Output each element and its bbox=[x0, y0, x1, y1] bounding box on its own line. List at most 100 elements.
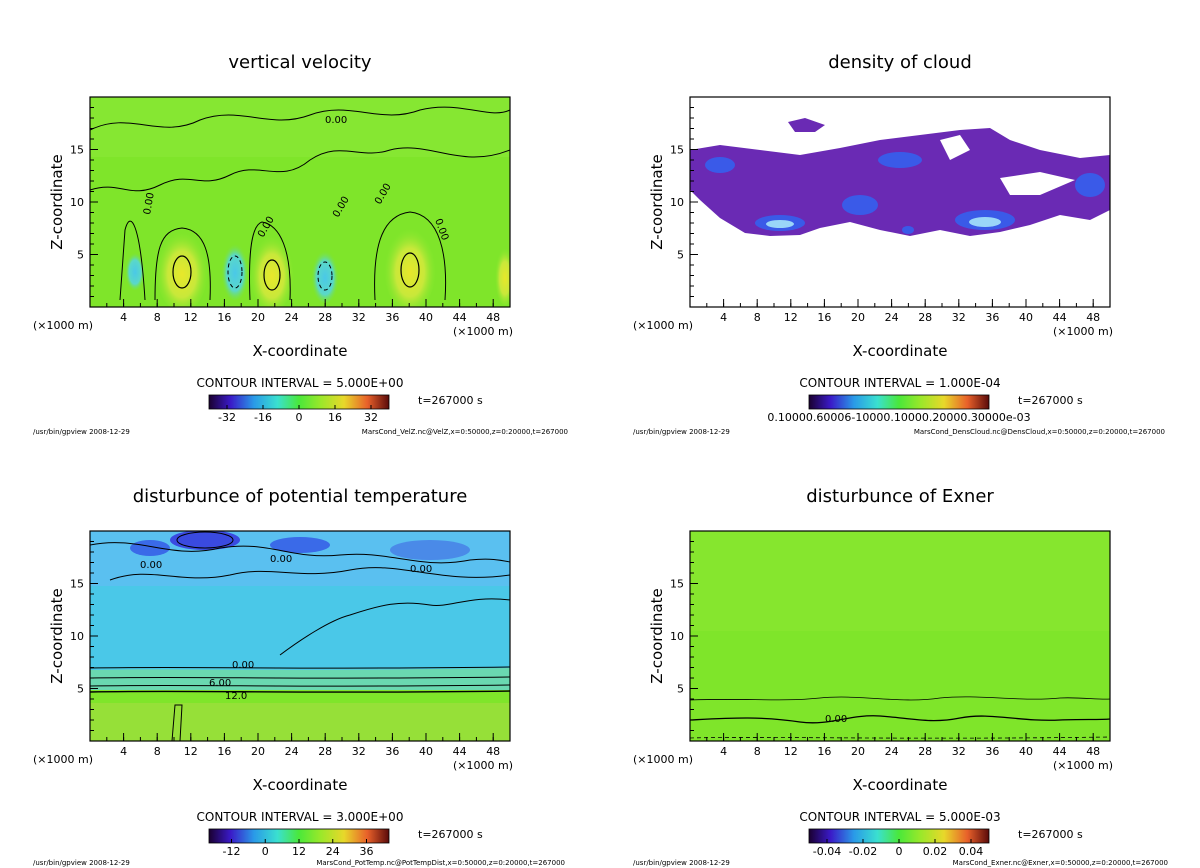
contour-line bbox=[249, 221, 291, 301]
x-axis-ticks: 4 8 12 16 20 24 28 32 36 40 44 48 bbox=[106, 299, 500, 324]
contour-label: 0.00 bbox=[232, 660, 254, 671]
y-axis-ticks: 5 10 15 bbox=[70, 541, 98, 731]
x-tick-label: 36 bbox=[985, 311, 999, 324]
time-label: t=267000 s bbox=[1018, 828, 1083, 841]
x-tick-label: 48 bbox=[1086, 745, 1100, 758]
contour-line bbox=[263, 259, 281, 291]
x-tick-label: 4 bbox=[720, 745, 727, 758]
x-tick-label: 24 bbox=[885, 311, 899, 324]
cold-core bbox=[170, 531, 240, 550]
contour-interval: CONTOUR INTERVAL = 3.000E+00 bbox=[197, 810, 404, 824]
x-tick-label: 20 bbox=[251, 311, 265, 324]
contour-label: 0.00 bbox=[142, 192, 157, 216]
plot-field bbox=[690, 97, 1110, 307]
panel-title: disturbunce of Exner bbox=[806, 486, 994, 507]
y-tick-label: 5 bbox=[677, 249, 684, 262]
contour-line bbox=[90, 147, 510, 192]
cold-core bbox=[270, 537, 330, 553]
x-tick-label: 48 bbox=[486, 745, 500, 758]
x-tick-label: 4 bbox=[720, 311, 727, 324]
contour-line bbox=[90, 542, 510, 564]
cloud-core bbox=[878, 152, 922, 168]
cloud-core bbox=[766, 220, 794, 228]
x-axis-label: X-coordinate bbox=[853, 776, 948, 794]
x-tick-label: 32 bbox=[952, 745, 966, 758]
footer-right: MarsCond_DensCloud.nc@DensCloud,x=0:5000… bbox=[914, 428, 1165, 436]
x-tick-label: 4 bbox=[120, 311, 127, 324]
contour-line bbox=[176, 531, 234, 549]
x-tick-label: 44 bbox=[453, 745, 467, 758]
contour-line bbox=[90, 690, 510, 693]
colorbar-tick-label: -0.02 bbox=[849, 845, 877, 858]
x-tick-label: 36 bbox=[385, 311, 399, 324]
x-tick-label: 12 bbox=[784, 311, 798, 324]
y-tick-label: 15 bbox=[670, 578, 684, 591]
cloud-core bbox=[1075, 173, 1105, 197]
footer-left: /usr/bin/gpview 2008-12-29 bbox=[633, 859, 730, 867]
cold-core bbox=[390, 540, 470, 560]
x-tick-label: 28 bbox=[318, 745, 332, 758]
x-unit-left: (×1000 m) bbox=[33, 753, 93, 766]
y-axis-ticks: 5 10 15 bbox=[70, 107, 98, 297]
contour-interval: CONTOUR INTERVAL = 1.000E-04 bbox=[799, 376, 1000, 390]
x-tick-label: 40 bbox=[419, 311, 433, 324]
cloud-core bbox=[842, 195, 878, 215]
field-band bbox=[90, 97, 510, 157]
x-tick-label: 48 bbox=[1086, 311, 1100, 324]
x-tick-label: 20 bbox=[251, 745, 265, 758]
downdraft-core bbox=[311, 247, 339, 303]
footer-left: /usr/bin/gpview 2008-12-29 bbox=[33, 859, 130, 867]
colorbar-tick-label: 12 bbox=[292, 845, 306, 858]
x-tick-label: 28 bbox=[918, 745, 932, 758]
x-tick-label: 12 bbox=[184, 311, 198, 324]
colorbar-ticks: -32 -16 0 16 32 bbox=[218, 405, 378, 424]
contour-line bbox=[279, 598, 510, 656]
cloud-region bbox=[690, 128, 1110, 236]
contour-line bbox=[690, 736, 1110, 739]
x-axis-label: X-coordinate bbox=[253, 776, 348, 794]
footer-left: /usr/bin/gpview 2008-12-29 bbox=[633, 428, 730, 436]
x-unit-left: (×1000 m) bbox=[33, 319, 93, 332]
y-axis-label: Z-coordinate bbox=[48, 154, 66, 249]
x-tick-label: 8 bbox=[754, 311, 761, 324]
x-tick-label: 44 bbox=[1053, 745, 1067, 758]
x-unit-right: (×1000 m) bbox=[1053, 325, 1113, 338]
contour-line bbox=[690, 715, 1110, 724]
contour-label: 0.00 bbox=[410, 564, 432, 575]
plot-field: 0.00 0.00 0.00 0.00 6.00 12.0 bbox=[90, 531, 510, 741]
cold-core bbox=[130, 540, 170, 556]
contour-interval: CONTOUR INTERVAL = 5.000E-03 bbox=[799, 810, 1000, 824]
x-tick-label: 40 bbox=[1019, 745, 1033, 758]
contour-label: 6.00 bbox=[209, 678, 231, 689]
downdraft-core bbox=[221, 240, 249, 300]
y-axis-ticks: 5 10 15 bbox=[670, 107, 698, 297]
x-tick-label: 32 bbox=[952, 311, 966, 324]
panel-title: vertical velocity bbox=[228, 52, 372, 73]
x-tick-label: 16 bbox=[217, 745, 231, 758]
updraft-core bbox=[156, 228, 208, 307]
updraft-core bbox=[495, 245, 510, 305]
cloud-region bbox=[788, 118, 825, 132]
y-tick-label: 15 bbox=[70, 578, 84, 591]
contour-line bbox=[90, 676, 510, 679]
contour-line bbox=[171, 704, 183, 741]
colorbar-tick-label: 24 bbox=[326, 845, 340, 858]
colorbar-ticks: -0.04 -0.02 0 0.02 0.04 bbox=[813, 839, 983, 858]
x-axis-label: X-coordinate bbox=[853, 342, 948, 360]
x-unit-right: (×1000 m) bbox=[453, 325, 513, 338]
field-band bbox=[690, 531, 1110, 631]
x-tick-label: 16 bbox=[817, 311, 831, 324]
panel-density-of-cloud: density of cloud 4 8 12 16 20 24 28 32 36 40 44 48 … bbox=[633, 52, 1165, 436]
x-tick-label: 40 bbox=[419, 745, 433, 758]
x-axis-ticks: 4 8 12 16 20 24 28 32 36 40 44 48 bbox=[106, 733, 500, 758]
x-unit-left: (×1000 m) bbox=[633, 319, 693, 332]
contour-line bbox=[90, 666, 510, 669]
updraft-core bbox=[384, 224, 436, 307]
panel-potential-temperature: disturbunce of potential temperature 0.0… bbox=[33, 486, 565, 867]
x-tick-label: 24 bbox=[285, 745, 299, 758]
panel-title: disturbunce of potential temperature bbox=[133, 486, 468, 507]
x-tick-label: 28 bbox=[918, 311, 932, 324]
contour-line bbox=[690, 696, 1110, 701]
colorbar-tick-label: 0 bbox=[296, 411, 303, 424]
colorbar-ticks: -12 0 12 24 36 bbox=[223, 839, 374, 858]
